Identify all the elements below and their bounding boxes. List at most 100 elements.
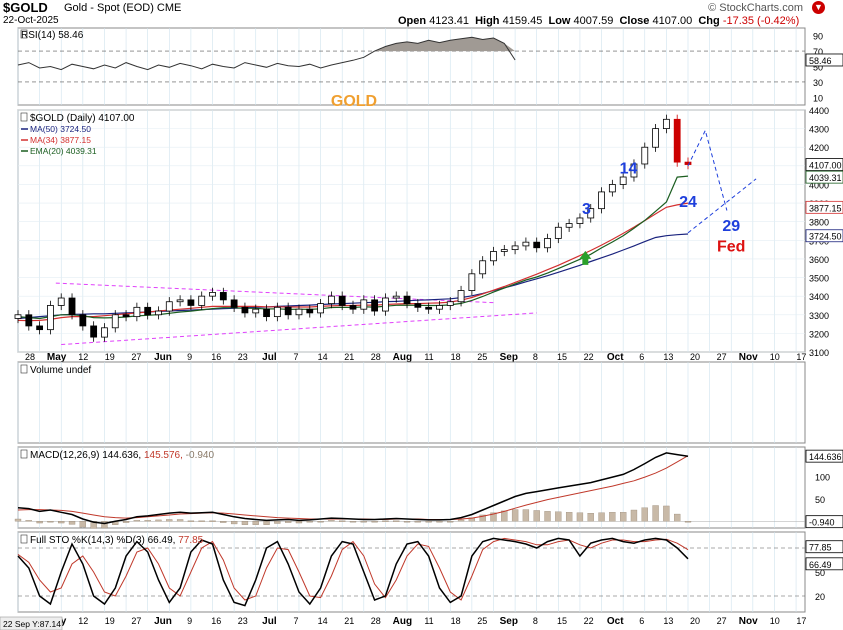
crosshair-readout-box — [0, 616, 63, 630]
macd-tick-label: 100 — [815, 472, 830, 482]
x-axis-label: 9 — [187, 352, 192, 362]
macd-histogram-bar — [630, 509, 638, 522]
price-candle — [219, 292, 227, 301]
macd-histogram-bar — [447, 521, 454, 523]
price-candle — [576, 217, 584, 224]
trendline-upper — [55, 282, 494, 304]
high-label: High — [475, 15, 500, 27]
high-value: 4159.45 — [502, 15, 543, 27]
macd-title-signal: 145.576, — [144, 450, 186, 461]
bottom-x-axis-label: 12 — [78, 616, 88, 626]
price-tick-label: 3500 — [809, 274, 829, 284]
macd-histogram-bar — [241, 521, 249, 525]
stochastic-legend-swatch — [20, 534, 28, 544]
rsi-last-value-box — [805, 53, 843, 67]
bottom-x-axis-label: 14 — [318, 616, 328, 626]
price-legend-swatch — [20, 112, 28, 122]
x-axis-label: Aug — [393, 352, 412, 363]
macd-histogram-bar — [565, 512, 573, 522]
rsi-line — [17, 36, 516, 71]
stochastic-d-line — [17, 537, 689, 601]
price-candle — [436, 305, 443, 310]
down-arrow-icon[interactable]: ▼ — [812, 1, 825, 14]
price-candle — [500, 249, 508, 252]
price-candle — [490, 251, 497, 262]
x-axis-label: 12 — [78, 352, 88, 362]
x-axis-label: Jun — [154, 352, 172, 363]
stochastic-title: Full STO %K(14,3) %D(3) 66.49, 77.85 — [30, 535, 204, 546]
bottom-x-axis-label: 13 — [663, 616, 673, 626]
stochastic-k-last-box — [805, 557, 843, 571]
x-axis-label: 8 — [533, 352, 538, 362]
bottom-x-axis-label: Jun — [154, 616, 172, 627]
price-candle — [263, 308, 270, 318]
price-tick-label: 4300 — [809, 125, 829, 135]
x-axis-label: 21 — [344, 352, 354, 362]
macd-histogram-bar — [641, 507, 648, 522]
bottom-x-axis-label: Aug — [393, 616, 412, 627]
rsi-tick-label: 50 — [813, 63, 823, 73]
stochastic-tick-label: 50 — [815, 568, 825, 578]
macd-histogram-bar — [58, 521, 65, 524]
price-candle — [446, 301, 454, 306]
rsi-tick-label: 30 — [813, 78, 823, 88]
bottom-x-axis-label: 20 — [690, 616, 700, 626]
bottom-x-axis-label: Sep — [500, 616, 518, 627]
macd-histogram-bar — [133, 520, 141, 522]
macd-histogram-bar — [457, 519, 465, 522]
price-candle — [414, 303, 422, 308]
macd-histogram-bar — [187, 520, 195, 522]
macd-histogram-bar — [414, 521, 421, 523]
bottom-x-axis-label: 16 — [211, 616, 221, 626]
price-candle — [533, 241, 541, 249]
macd-histogram-bar — [317, 521, 324, 523]
price-candle — [565, 223, 573, 228]
crosshair-readout: 22 Sep Y:87.14 — [3, 619, 61, 629]
stochastic-title-main: Full STO %K(14,3) %D(3) 66.49, — [30, 535, 178, 546]
wave-24-label: 24 — [679, 194, 697, 211]
macd-legend-swatch — [20, 449, 28, 459]
price-tick-label: 4400 — [809, 106, 829, 116]
macd-histogram-bar — [576, 512, 584, 522]
x-axis-label: 25 — [477, 352, 487, 362]
price-candle — [273, 306, 281, 318]
macd-histogram-bar — [544, 511, 551, 522]
volume-title: Volume undef — [30, 365, 91, 376]
price-candle — [684, 161, 692, 165]
price-candle — [90, 325, 98, 338]
price-tick-label: 3800 — [809, 218, 829, 228]
stockcharts-brand[interactable]: © StockCharts.com — [708, 2, 803, 14]
trendline-lower — [61, 312, 537, 346]
macd-histogram-bar — [652, 505, 659, 522]
chg-value: -17.35 (-0.42%) — [722, 15, 800, 27]
macd-histogram-bar — [14, 518, 22, 522]
stochastic-d-last-box — [805, 540, 843, 554]
price-tick-label: 4000 — [809, 180, 829, 190]
bottom-x-axis-label: 10 — [770, 616, 780, 626]
price-candle — [47, 305, 54, 331]
macd-last-value: 144.636 — [809, 452, 842, 462]
price-candle — [673, 118, 681, 163]
open-label: Open — [398, 15, 427, 27]
macd-histogram-bar — [349, 521, 357, 523]
price-candle — [68, 297, 76, 316]
price-candle — [392, 295, 400, 299]
price-candle — [630, 163, 638, 178]
macd-histogram-bar — [263, 521, 270, 525]
rsi-tick-label: 90 — [813, 32, 823, 42]
green-arrow-icon — [579, 250, 592, 265]
bottom-x-axis-label: 27 — [717, 616, 727, 626]
bottom-x-axis-label: Nov — [739, 616, 758, 627]
macd-histogram-bar — [166, 519, 173, 522]
volume-legend-swatch — [20, 364, 28, 374]
x-axis-label: 7 — [293, 352, 298, 362]
bottom-x-axis-label: 17 — [796, 616, 806, 626]
x-axis-label: 15 — [557, 352, 567, 362]
stochastic-d-last: 77.85 — [809, 543, 832, 553]
bottom-x-axis-label: 25 — [477, 616, 487, 626]
price-candle — [57, 297, 65, 306]
macd-histogram-bar — [101, 521, 108, 529]
x-axis-label: Oct — [607, 352, 624, 363]
macd-histogram-bar — [209, 520, 216, 522]
price-candle — [165, 301, 173, 312]
